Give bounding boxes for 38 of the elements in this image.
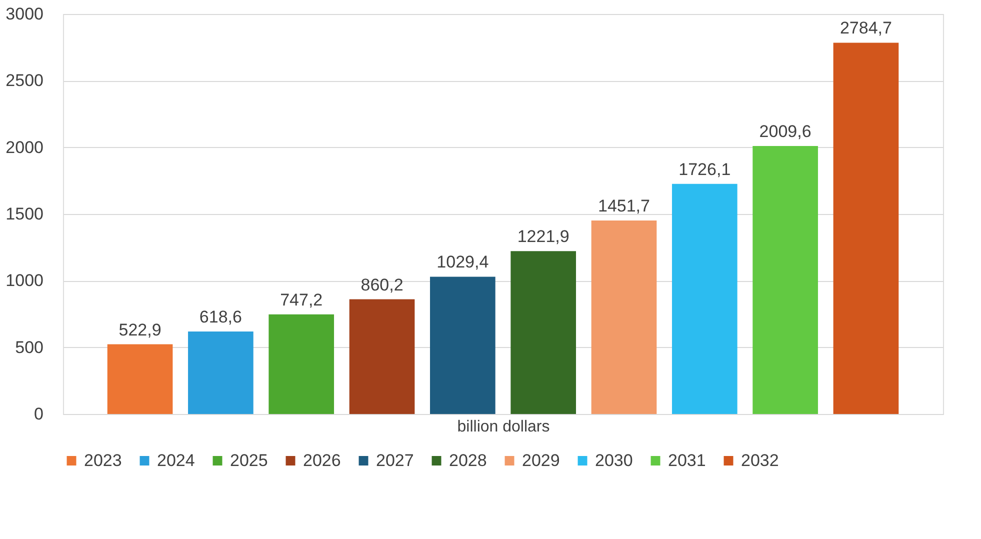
- legend-label: 2026: [303, 450, 341, 470]
- bar: [510, 251, 576, 414]
- y-tick-label: 1000: [6, 271, 44, 290]
- legend-label: 2023: [84, 450, 122, 470]
- bar: [107, 344, 173, 414]
- bar: [268, 314, 334, 414]
- y-tick-label: 1500: [6, 204, 44, 224]
- data-label: 1221,9: [517, 227, 570, 246]
- bar: [672, 184, 738, 414]
- data-label: 2784,7: [840, 18, 892, 38]
- y-tick-label: 0: [34, 404, 44, 424]
- bar: [591, 220, 657, 414]
- bar: [430, 276, 496, 414]
- legend-label: 2031: [668, 450, 706, 470]
- y-tick-label: 2500: [6, 71, 44, 90]
- bar: [349, 299, 415, 414]
- bar: [752, 146, 818, 414]
- y-tick-label: 2000: [6, 138, 44, 157]
- legend-label: 2028: [449, 450, 487, 470]
- data-label: 522,9: [118, 320, 162, 340]
- bar: [188, 332, 254, 414]
- x-axis-title: billion dollars: [457, 418, 550, 436]
- data-label: 1726,1: [678, 160, 731, 179]
- legend-label: 2024: [157, 450, 195, 470]
- y-tick-label: 3000: [6, 4, 44, 24]
- legend-label: 2027: [376, 450, 414, 470]
- data-label: 860,2: [360, 275, 404, 294]
- data-label: 747,2: [280, 290, 323, 310]
- y-tick-label: 500: [15, 338, 44, 357]
- legend-label: 2025: [230, 450, 268, 470]
- data-label: 1451,7: [598, 196, 650, 216]
- bar: [833, 42, 899, 414]
- data-label: 618,6: [199, 308, 242, 327]
- legend-label: 2032: [741, 450, 779, 470]
- legend-label: 2029: [522, 450, 560, 470]
- legend-label: 2030: [595, 450, 633, 470]
- data-label: 2009,6: [759, 122, 812, 142]
- data-label: 1029,4: [436, 252, 489, 272]
